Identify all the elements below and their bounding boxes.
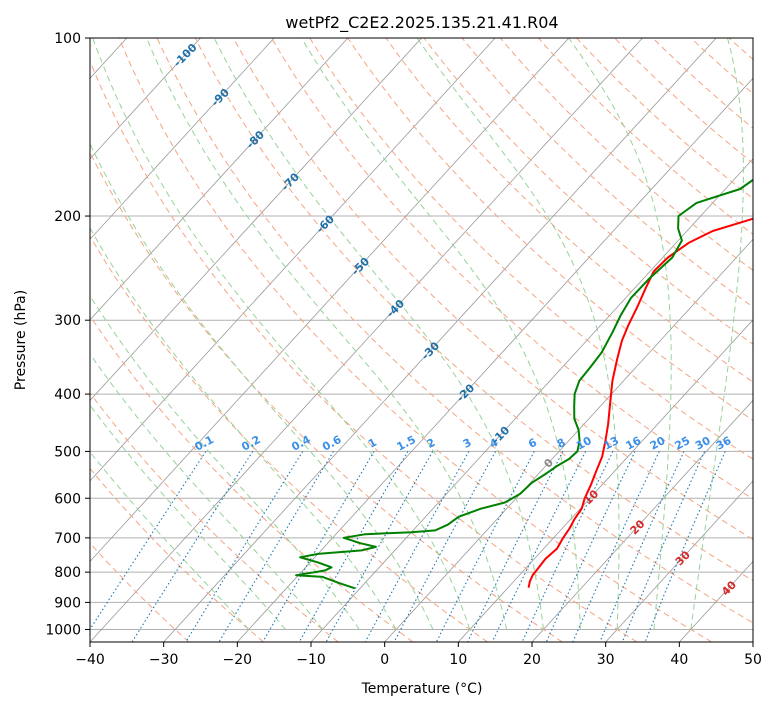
y-tick-label: 800	[54, 565, 81, 581]
x-tick-label: −30	[149, 652, 179, 668]
y-tick-label: 200	[54, 209, 81, 225]
x-tick-label: 10	[449, 652, 467, 668]
x-tick-label: 30	[597, 652, 615, 668]
x-tick-label: 40	[670, 652, 688, 668]
y-tick-label: 400	[54, 387, 81, 403]
x-axis-label: Temperature (°C)	[361, 681, 483, 697]
y-axis-label: Pressure (hPa)	[13, 290, 29, 390]
y-tick-label: 500	[54, 444, 81, 460]
y-tick-label: 900	[54, 595, 81, 611]
x-tick-label: 0	[380, 652, 389, 668]
x-tick-label: −20	[223, 652, 253, 668]
x-tick-label: 20	[523, 652, 541, 668]
y-tick-label: 700	[54, 531, 81, 547]
x-tick-label: −40	[75, 652, 105, 668]
y-tick-label: 1000	[45, 622, 81, 638]
x-tick-label: −10	[296, 652, 326, 668]
chart-title: wetPf2_C2E2.2025.135.21.41.R04	[285, 13, 558, 33]
y-tick-label: 100	[54, 31, 81, 47]
y-tick-label: 300	[54, 313, 81, 329]
y-tick-label: 600	[54, 491, 81, 507]
x-tick-label: 50	[744, 652, 762, 668]
